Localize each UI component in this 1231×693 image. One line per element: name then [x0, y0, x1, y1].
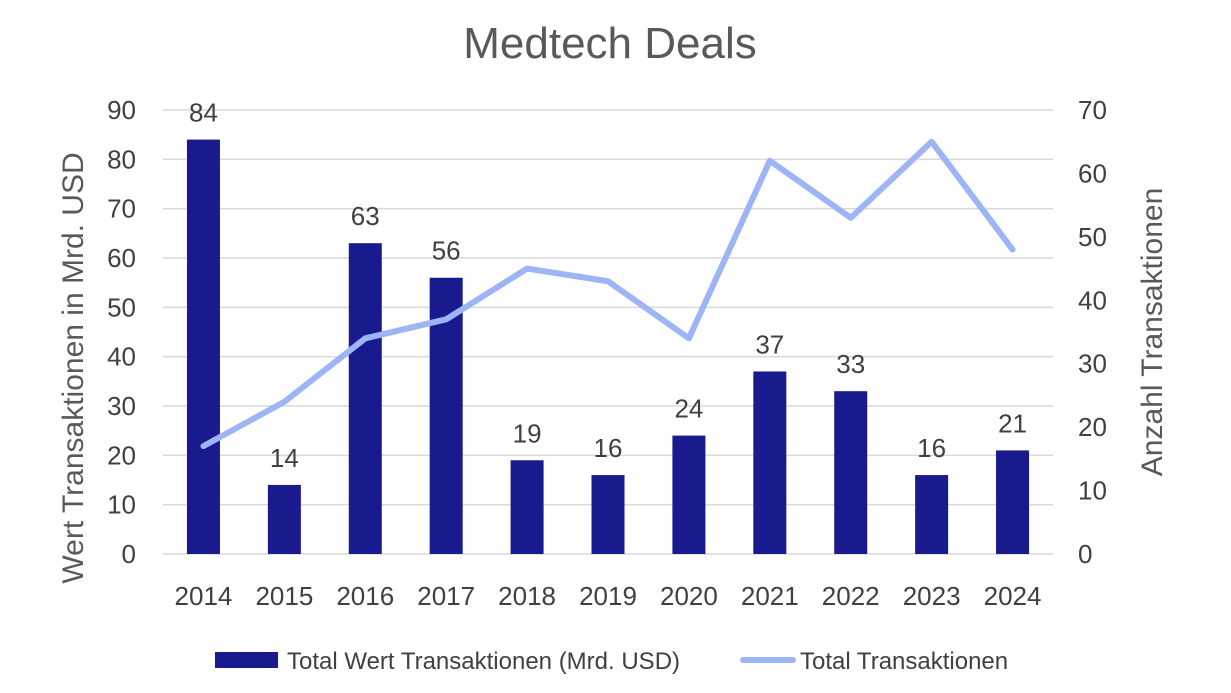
bar-2022: [834, 391, 868, 554]
bar-data-label: 63: [351, 201, 380, 231]
x-tick-label: 2015: [255, 581, 313, 611]
left-tick-label: 40: [107, 342, 136, 372]
left-tick-label: 20: [107, 440, 136, 470]
gridlines: [163, 109, 1053, 555]
x-tick-label: 2014: [175, 581, 233, 611]
x-tick-label: 2019: [579, 581, 637, 611]
right-tick-label: 40: [1078, 285, 1107, 315]
bar-data-labels: 84 14 63 56 19 16 24 37 33 16 21: [189, 98, 1027, 473]
bar-data-label: 21: [998, 408, 1027, 438]
left-tick-label: 60: [107, 243, 136, 273]
bar-2020: [672, 435, 706, 554]
bar-data-label: 84: [189, 98, 218, 128]
right-tick-label: 30: [1078, 349, 1107, 379]
right-tick-label: 50: [1078, 222, 1107, 252]
line-series: [200, 138, 1016, 450]
line-total-transaktionen: [200, 138, 1016, 450]
bar-series: [186, 139, 1030, 554]
bar-data-label: 16: [917, 433, 946, 463]
x-tick-label: 2023: [903, 581, 961, 611]
right-tick-label: 60: [1078, 158, 1107, 188]
left-tick-label: 50: [107, 292, 136, 322]
legend-line-label: Total Transaktionen: [800, 648, 1008, 675]
left-axis-title: Wert Transaktionen in Mrd. USD: [57, 152, 90, 583]
bar-data-label: 16: [594, 433, 623, 463]
bar-data-label: 19: [513, 418, 542, 448]
bar-2021: [753, 371, 787, 554]
x-tick-label: 2021: [741, 581, 799, 611]
bar-2019: [591, 475, 625, 554]
x-tick-label: 2016: [336, 581, 394, 611]
right-tick-label: 20: [1078, 412, 1107, 442]
right-tick-label: 0: [1078, 539, 1092, 569]
left-tick-label: 90: [107, 95, 136, 125]
x-tick-label: 2022: [822, 581, 880, 611]
bar-2024: [996, 450, 1030, 554]
x-tick-label: 2020: [660, 581, 718, 611]
left-tick-label: 70: [107, 194, 136, 224]
x-tick-label: 2018: [498, 581, 556, 611]
left-tick-label: 80: [107, 144, 136, 174]
x-tick-label: 2024: [984, 581, 1042, 611]
left-y-axis: 0 10 20 30 40 50 60 70 80 90: [107, 95, 136, 569]
legend-bar-label: Total Wert Transaktionen (Mrd. USD): [287, 648, 680, 675]
x-axis: 2014 2015 2016 2017 2018 2019 2020 2021 2022 2023…: [175, 581, 1042, 611]
left-tick-label: 10: [107, 490, 136, 520]
legend: Total Wert Transaktionen (Mrd. USD) Tota…: [215, 648, 1008, 675]
bar-data-label: 56: [432, 236, 461, 266]
right-axis-title: Anzahl Transaktionen: [1136, 188, 1169, 477]
bar-2016: [348, 243, 382, 554]
bar-2014: [186, 139, 220, 554]
bar-data-label: 37: [755, 329, 784, 359]
bar-data-label: 14: [270, 443, 299, 473]
chart-title: Medtech Deals: [463, 19, 756, 68]
bar-data-label: 24: [674, 394, 703, 424]
bar-2018: [510, 460, 544, 554]
left-tick-label: 0: [122, 539, 136, 569]
legend-bar-swatch: [215, 652, 278, 668]
right-tick-label: 10: [1078, 476, 1107, 506]
right-y-axis: 0 10 20 30 40 50 60 70: [1078, 95, 1107, 569]
bar-2023: [915, 475, 949, 554]
x-tick-label: 2017: [417, 581, 475, 611]
left-tick-label: 30: [107, 391, 136, 421]
bar-2015: [267, 484, 301, 554]
bar-data-label: 33: [836, 349, 865, 379]
right-tick-label: 70: [1078, 95, 1107, 125]
